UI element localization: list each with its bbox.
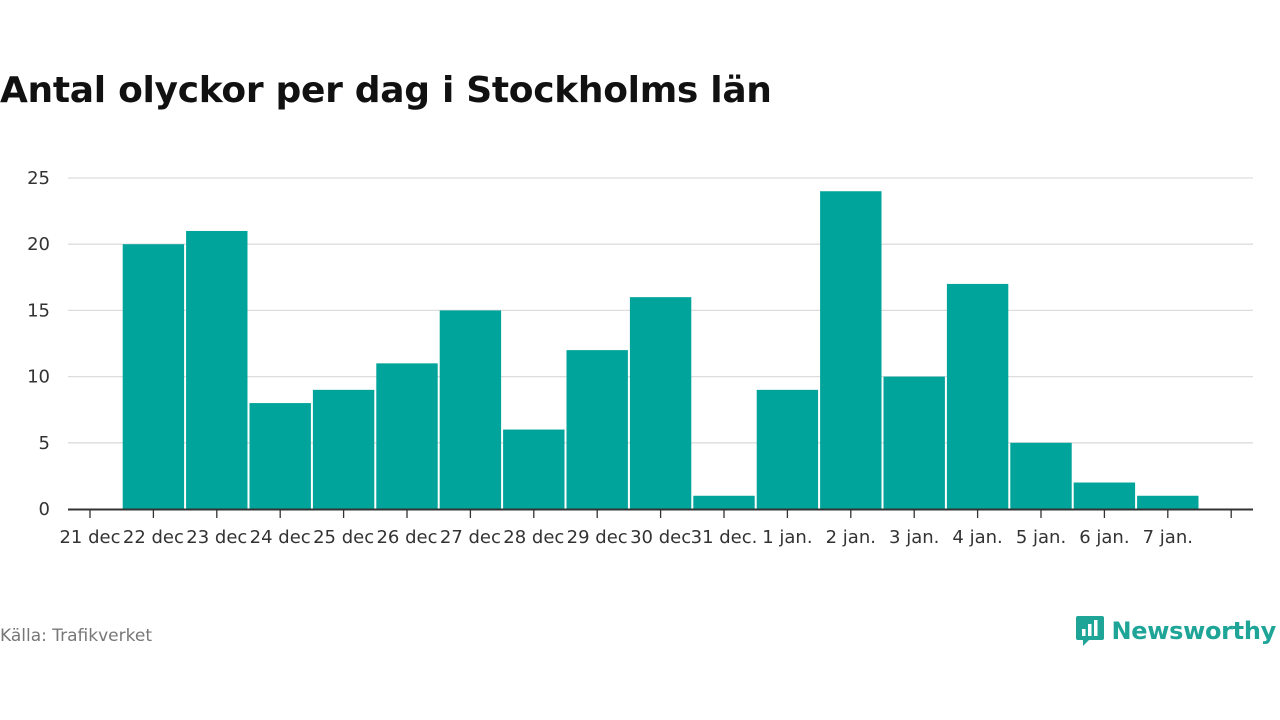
x-tick-label: 27 dec [440,527,501,548]
x-tick-label: 28 dec [503,527,564,548]
chart-title: Antal olyckor per dag i Stockholms län [0,70,772,111]
x-tick-label: 2 jan. [826,527,876,548]
y-tick-label: 15 [27,300,50,321]
bar [503,429,565,509]
bar [439,310,502,509]
y-tick-label: 5 [39,433,50,454]
x-tick-label: 30 dec [630,527,691,548]
x-tick-label: 23 dec [186,527,247,548]
bar [693,495,755,509]
x-axis [68,508,1253,518]
bar [376,363,438,509]
x-tick-label: 26 dec [376,527,437,548]
bar [249,403,311,509]
x-tick-label: 29 dec [567,527,628,548]
x-tick-label: 21 dec [59,527,120,548]
x-axis-labels: 21 dec 22 dec 23 dec 24 dec 25 dec 26 dec 27 d… [59,527,1192,548]
x-tick-label: 1 jan. [762,527,812,548]
x-tick-label: 4 jan. [952,527,1002,548]
y-tick-label: 25 [27,168,50,189]
x-tick-label: 5 jan. [1016,527,1066,548]
newsworthy-logo-icon [1076,616,1105,646]
y-tick-label: 20 [27,234,50,255]
x-tick-label: 3 jan. [889,527,939,548]
y-tick-label: 10 [27,367,50,388]
y-axis-labels: 0 5 10 15 20 25 [27,168,50,520]
bar [1073,482,1136,509]
bar [756,389,819,509]
source-note: Källa: Trafikverket [0,626,152,646]
bar [946,283,1009,509]
bar [629,297,692,509]
x-tick-label: 22 dec [123,527,184,548]
x-tick-label: 31 dec. [691,527,758,548]
bar [186,230,248,509]
bar [122,244,185,509]
bars [122,191,1199,510]
bar [1010,442,1072,509]
x-tick-label: 6 jan. [1079,527,1129,548]
x-tick-label: 7 jan. [1143,527,1193,548]
x-tick-label: 25 dec [313,527,374,548]
y-tick-label: 0 [39,499,50,520]
brand-name: Newsworthy [1111,617,1276,645]
bar-chart: 0 5 10 15 20 25 21 dec 22 dec 23 dec 24 dec 25 de… [27,168,1253,548]
bar [312,389,375,509]
bar [820,191,882,510]
x-tick-label: 24 dec [250,527,311,548]
brand-logo: Newsworthy [1075,614,1276,648]
bar [883,376,945,509]
bar [1137,495,1199,509]
bar [566,350,628,509]
